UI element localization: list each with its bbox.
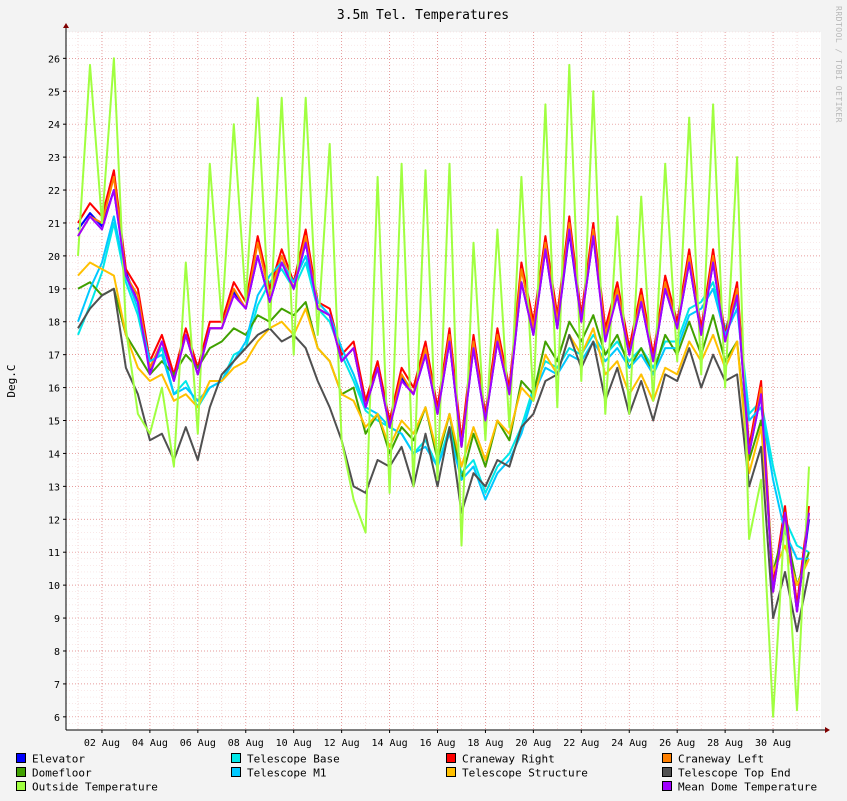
- y-tick-label: 21: [48, 219, 60, 230]
- legend-swatch: [446, 767, 456, 777]
- x-tick-label: 08 Aug: [228, 738, 264, 749]
- legend-label: Mean Dome Temperature: [678, 780, 818, 794]
- legend-item: Craneway Right: [446, 752, 555, 766]
- legend-item: Telescope Structure: [446, 766, 588, 780]
- x-tick-label: 26 Aug: [659, 738, 695, 749]
- legend-item: Telescope M1: [231, 766, 326, 780]
- x-tick-label: 06 Aug: [180, 738, 216, 749]
- axes: [63, 23, 830, 733]
- y-tick-label: 12: [48, 515, 60, 526]
- y-tick-label: 7: [54, 680, 60, 691]
- x-tick-label: 22 Aug: [563, 738, 599, 749]
- legend-label: Craneway Left: [678, 752, 765, 766]
- legend-item: Domefloor: [16, 766, 92, 780]
- y-tick-label: 19: [48, 285, 60, 296]
- y-tick-label: 23: [48, 153, 60, 164]
- legend-swatch: [231, 753, 241, 763]
- legend-label: Telescope Base: [247, 752, 340, 766]
- y-tick-label: 26: [48, 54, 60, 65]
- x-tick-label: 20 Aug: [515, 738, 551, 749]
- series-line-outside-temperature: [77, 57, 810, 718]
- legend-item: Craneway Left: [662, 752, 764, 766]
- x-tick-label: 28 Aug: [707, 738, 743, 749]
- x-tick-label: 24 Aug: [611, 738, 647, 749]
- x-tick-label: 30 Aug: [755, 738, 791, 749]
- legend-swatch: [16, 781, 26, 791]
- legend-item: Telescope Base: [231, 752, 340, 766]
- x-tick-label: 12 Aug: [324, 738, 360, 749]
- legend-swatch: [16, 753, 26, 763]
- y-tick-label: 20: [48, 252, 60, 263]
- x-tick-label: 14 Aug: [372, 738, 408, 749]
- y-tick-label: 10: [48, 581, 60, 592]
- y-axis-arrow: [63, 23, 69, 28]
- y-tick-label: 11: [48, 548, 60, 559]
- y-tick-label: 15: [48, 417, 60, 428]
- legend-swatch: [231, 767, 241, 777]
- legend-label: Domefloor: [32, 766, 92, 780]
- legend-swatch: [662, 753, 672, 763]
- y-tick-label: 25: [48, 87, 60, 98]
- y-tick-label: 18: [48, 318, 60, 329]
- series-lines: [77, 57, 810, 718]
- y-tick-label: 13: [48, 482, 60, 493]
- x-tick-label: 10 Aug: [276, 738, 312, 749]
- legend-label: Outside Temperature: [32, 780, 158, 794]
- legend-item: Telescope Top End: [662, 766, 791, 780]
- tick-labels: 6 7 8 9 10 11 12 13 14 15 16 17 18 19 20 21 22 23 24 25 26 02…: [48, 54, 791, 749]
- y-tick-label: 8: [54, 647, 60, 658]
- legend-item: Mean Dome Temperature: [662, 780, 817, 794]
- x-tick-label: 18 Aug: [467, 738, 503, 749]
- y-axis-label: Deg.C: [5, 364, 18, 397]
- credit-text: RRDTOOL / TOBI OETIKER: [834, 6, 843, 123]
- series-line-mean-dome-temperature: [77, 189, 810, 613]
- y-tick-label: 22: [48, 186, 60, 197]
- x-axis-arrow: [825, 727, 830, 733]
- y-tick-label: 9: [54, 614, 60, 625]
- y-tick-label: 14: [48, 449, 60, 460]
- x-tick-label: 16 Aug: [419, 738, 455, 749]
- x-tick-label: 02 Aug: [84, 738, 120, 749]
- series-line-telescope-top-end: [77, 287, 810, 633]
- legend-label: Elevator: [32, 752, 85, 766]
- legend-item: Elevator: [16, 752, 85, 766]
- legend-label: Telescope Top End: [678, 766, 791, 780]
- y-tick-label: 17: [48, 351, 60, 362]
- legend-label: Telescope Structure: [462, 766, 588, 780]
- y-tick-label: 16: [48, 384, 60, 395]
- legend-item: Outside Temperature: [16, 780, 158, 794]
- y-tick-label: 6: [54, 713, 60, 724]
- legend-swatch: [446, 753, 456, 763]
- legend-label: Craneway Right: [462, 752, 555, 766]
- x-tick-label: 04 Aug: [132, 738, 168, 749]
- y-tick-label: 24: [48, 120, 60, 131]
- legend-swatch: [662, 767, 672, 777]
- legend-swatch: [16, 767, 26, 777]
- legend-swatch: [662, 781, 672, 791]
- chart-title: 3.5m Tel. Temperatures: [337, 8, 509, 23]
- legend-label: Telescope M1: [247, 766, 327, 780]
